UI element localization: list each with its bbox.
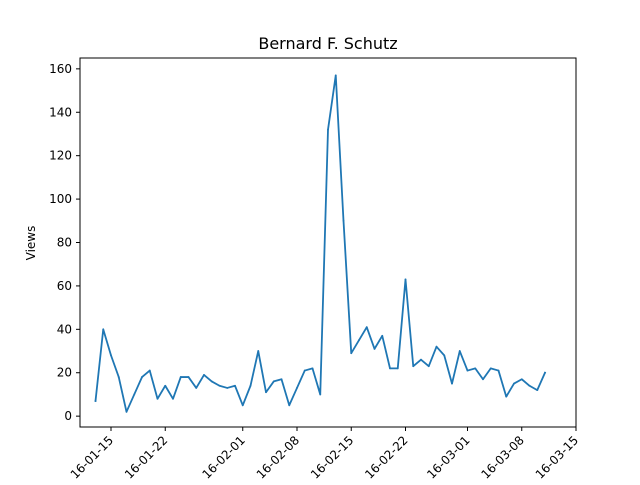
data-point — [272, 380, 275, 383]
data-point — [195, 387, 198, 389]
data-point — [234, 384, 236, 387]
y-tick-label: 140 — [49, 105, 72, 119]
data-point — [482, 378, 484, 381]
data-point — [513, 382, 515, 385]
data-point — [319, 393, 322, 396]
data-point — [203, 374, 205, 376]
data-point — [427, 365, 430, 368]
y-tick-label: 20 — [57, 366, 72, 380]
data-point — [210, 380, 213, 383]
data-point — [257, 350, 260, 352]
data-point — [389, 367, 391, 370]
data-point — [342, 219, 345, 222]
data-point — [288, 404, 291, 407]
data-point — [489, 367, 492, 370]
data-point — [110, 354, 112, 357]
data-point — [505, 395, 508, 398]
data-point — [141, 376, 143, 378]
data-point — [396, 367, 399, 370]
data-point — [358, 339, 360, 342]
data-point — [311, 367, 314, 370]
data-point — [373, 347, 376, 350]
data-points — [94, 74, 546, 413]
data-point — [435, 345, 438, 348]
data-point — [303, 369, 306, 372]
data-point — [327, 128, 329, 131]
y-tick-label: 100 — [49, 192, 72, 206]
data-point — [179, 376, 182, 378]
y-tick-label: 60 — [57, 279, 72, 293]
data-point — [404, 278, 407, 281]
data-point — [296, 387, 298, 389]
data-point — [350, 352, 353, 355]
data-point — [412, 365, 415, 368]
y-tick-label: 120 — [49, 149, 72, 163]
chart-title: Bernard F. Schutz — [258, 34, 397, 53]
data-point — [528, 384, 531, 387]
data-point — [94, 400, 97, 402]
data-point — [117, 376, 120, 378]
y-tick-label: 160 — [49, 62, 72, 76]
data-point — [334, 74, 337, 77]
plot-frame — [79, 57, 577, 428]
data-point — [218, 384, 221, 387]
data-point — [125, 410, 128, 413]
y-tick-label: 40 — [57, 322, 72, 336]
data-point — [458, 350, 461, 352]
data-point — [226, 387, 229, 389]
data-point — [451, 382, 453, 385]
data-point — [520, 378, 523, 381]
data-point — [365, 326, 368, 329]
data-point — [102, 328, 105, 331]
data-point — [544, 371, 546, 374]
data-point — [133, 393, 136, 396]
data-point — [497, 369, 500, 372]
y-axis-label: Views — [24, 226, 38, 261]
data-point — [536, 389, 539, 391]
data-point — [148, 369, 151, 372]
data-point — [156, 397, 159, 400]
data-point — [241, 404, 244, 407]
data-point — [443, 354, 446, 357]
data-point — [265, 391, 267, 394]
data-point — [466, 369, 469, 372]
data-point — [280, 378, 283, 381]
data-point — [164, 384, 167, 387]
data-point — [420, 358, 422, 361]
y-tick-label: 0 — [64, 409, 72, 423]
y-axis: 0 20 40 60 80 100 120 140 160 — [49, 62, 80, 423]
data-point — [249, 384, 252, 387]
data-point — [474, 367, 477, 370]
data-point — [381, 334, 384, 337]
y-tick-label: 80 — [57, 236, 72, 250]
data-point — [187, 376, 190, 378]
data-point — [172, 397, 174, 400]
